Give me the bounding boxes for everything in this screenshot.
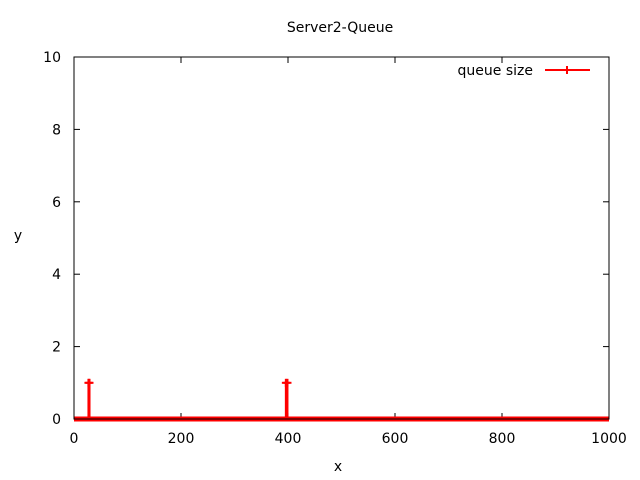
y-tick-label: 2 — [52, 340, 61, 356]
x-tick-label: 0 — [70, 431, 79, 447]
legend-marker — [563, 66, 571, 74]
y-tick-label: 10 — [43, 50, 61, 66]
plot-frame — [73, 56, 610, 420]
chart-title: Server2-Queue — [287, 20, 393, 36]
y-tick-label: 6 — [52, 195, 61, 211]
x-tick-label: 800 — [489, 431, 516, 447]
series-line — [74, 381, 609, 420]
y-tick-label: 4 — [52, 267, 61, 283]
x-tick-label: 1000 — [591, 431, 627, 447]
x-tick-label: 200 — [168, 431, 195, 447]
y-axis-ticks: 0 2 4 6 8 10 — [43, 50, 609, 428]
x-tick-label: 600 — [382, 431, 409, 447]
plot-area — [74, 378, 609, 422]
legend-label: queue size — [458, 63, 533, 79]
legend: queue size — [458, 63, 590, 79]
y-axis-label: y — [14, 228, 22, 244]
y-tick-label: 0 — [52, 412, 61, 428]
x-tick-label: 400 — [275, 431, 302, 447]
x-axis-label: x — [334, 459, 342, 475]
x-axis-ticks: 0 200 400 600 800 1000 — [70, 57, 627, 447]
y-tick-label: 8 — [52, 122, 61, 138]
